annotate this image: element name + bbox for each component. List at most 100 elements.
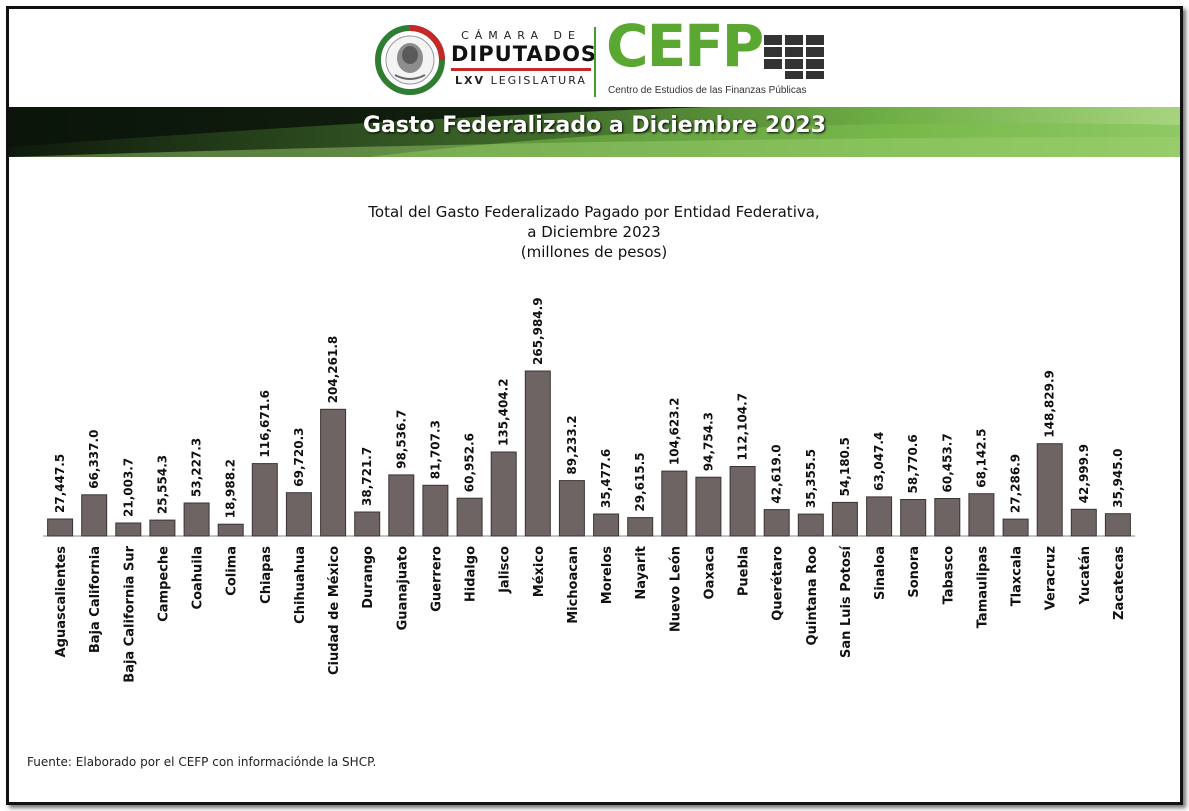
bar [1036, 443, 1063, 537]
category-label: Quintana Roo [805, 546, 820, 645]
value-label: 35,355.5 [804, 449, 818, 508]
value-label: 21,003.7 [121, 458, 135, 517]
category-label: Nuevo León [668, 546, 683, 632]
category-label: México [532, 546, 547, 597]
title-banner [9, 107, 1180, 157]
value-label: 35,477.6 [599, 449, 613, 508]
bar [490, 451, 517, 537]
category-label: Puebla [737, 546, 752, 596]
category-label: Ciudad de México [327, 546, 342, 675]
value-label: 265,984.9 [531, 297, 545, 365]
bar [558, 480, 585, 537]
value-label: 53,227.3 [190, 438, 204, 497]
bar [524, 370, 551, 537]
category-label: Sonora [907, 546, 922, 598]
bar [831, 501, 858, 537]
value-label: 60,453.7 [940, 433, 954, 492]
value-label: 148,829.9 [1043, 370, 1057, 438]
bar [1070, 508, 1097, 537]
camara-legislature-number: LXV [455, 74, 486, 87]
value-label: 38,721.7 [360, 447, 374, 506]
category-label: Querétaro [771, 546, 786, 621]
category-label: Guanajuato [395, 546, 410, 630]
value-label: 68,142.5 [974, 428, 988, 487]
chart-title-line-1: Total del Gasto Federalizado Pagado por … [368, 203, 820, 221]
category-label: Durango [361, 546, 376, 609]
value-label: 27,447.5 [53, 454, 67, 513]
banner-title: Gasto Federalizado a Diciembre 2023 [362, 113, 827, 138]
bar [47, 518, 74, 537]
value-label: 104,623.2 [667, 398, 681, 466]
cefp-subtitle: Centro de Estudios de las Finanzas Públi… [608, 85, 807, 96]
bar [217, 523, 244, 537]
bar [695, 476, 722, 537]
value-label: 54,180.5 [838, 437, 852, 496]
bar [1104, 513, 1131, 537]
bar [388, 474, 415, 537]
value-label: 25,554.3 [155, 455, 169, 514]
bar [593, 513, 620, 537]
value-label: 35,945.0 [1111, 448, 1125, 507]
category-label: Jalisco [498, 546, 513, 594]
cefp-wordmark: CEFP [606, 12, 764, 80]
bar [968, 493, 995, 537]
category-label: Sinaloa [873, 546, 888, 600]
bar [934, 498, 961, 537]
bar [251, 463, 278, 537]
value-label: 135,404.2 [497, 378, 511, 446]
bar [81, 494, 108, 537]
category-label: Zacatecas [1112, 546, 1127, 620]
value-label: 58,770.6 [906, 434, 920, 493]
header: CÁMARA DE DIPUTADOS LXV LEGISLATURA CEFP [9, 9, 1180, 109]
bar-chart: 27,447.5 Aguascalientes 66,337.0 Baja Calif… [43, 297, 1135, 683]
slide-frame: CÁMARA DE DIPUTADOS LXV LEGISLATURA CEFP [6, 6, 1183, 805]
chart-title-line-3: (millones de pesos) [520, 243, 668, 261]
chart-title-line-2: a Diciembre 2023 [527, 223, 661, 241]
cefp-grid-icon [764, 35, 824, 79]
bar [115, 522, 142, 537]
value-label: 42,619.0 [770, 444, 784, 503]
value-label: 42,999.9 [1077, 444, 1091, 503]
category-label: Campeche [156, 546, 171, 622]
bar [900, 499, 927, 537]
camara-diputados-logo: CÁMARA DE DIPUTADOS LXV LEGISLATURA [375, 21, 596, 101]
value-label: 69,720.3 [292, 427, 306, 486]
bar [729, 466, 756, 537]
logo-divider [594, 27, 596, 97]
bar [456, 497, 483, 537]
value-label: 112,104.7 [736, 393, 750, 461]
category-label: Morelos [600, 546, 615, 604]
bar [285, 492, 312, 537]
category-label: Coahuila [191, 546, 206, 609]
value-label: 63,047.4 [872, 432, 886, 491]
category-label: Chihuahua [293, 546, 308, 624]
cefp-logo: CEFP Centro de Estudios de las Finanzas … [606, 13, 836, 99]
value-label: 81,707.3 [428, 420, 442, 479]
category-label: Tlaxcala [1010, 546, 1025, 606]
category-label: San Luis Potosí [839, 544, 854, 658]
value-label: 116,671.6 [258, 390, 272, 458]
bar [149, 519, 176, 537]
category-label: Veracruz [1044, 546, 1059, 610]
category-label: Yucatán [1078, 546, 1093, 605]
category-label: Guerrero [429, 546, 444, 612]
category-label: Tabasco [941, 546, 956, 604]
value-label: 18,988.2 [224, 459, 238, 518]
bar [797, 513, 824, 537]
camara-legislature-word: LEGISLATURA [490, 74, 587, 87]
bar [183, 502, 210, 537]
value-label: 60,952.6 [463, 433, 477, 492]
bar [320, 408, 347, 537]
category-label: Chiapas [259, 546, 274, 604]
camara-red-bar [451, 68, 591, 71]
camara-line1: CÁMARA DE [461, 29, 581, 42]
value-label: 29,615.5 [633, 452, 647, 511]
category-label: Aguascalientes [54, 546, 69, 658]
value-label: 204,261.8 [326, 336, 340, 404]
bar [354, 511, 381, 537]
category-label: Colima [225, 546, 240, 596]
camara-seal-icon [375, 25, 445, 95]
value-label: 98,536.7 [394, 410, 408, 469]
value-label: 94,754.3 [701, 412, 715, 471]
category-label: Hidalgo [464, 546, 479, 602]
